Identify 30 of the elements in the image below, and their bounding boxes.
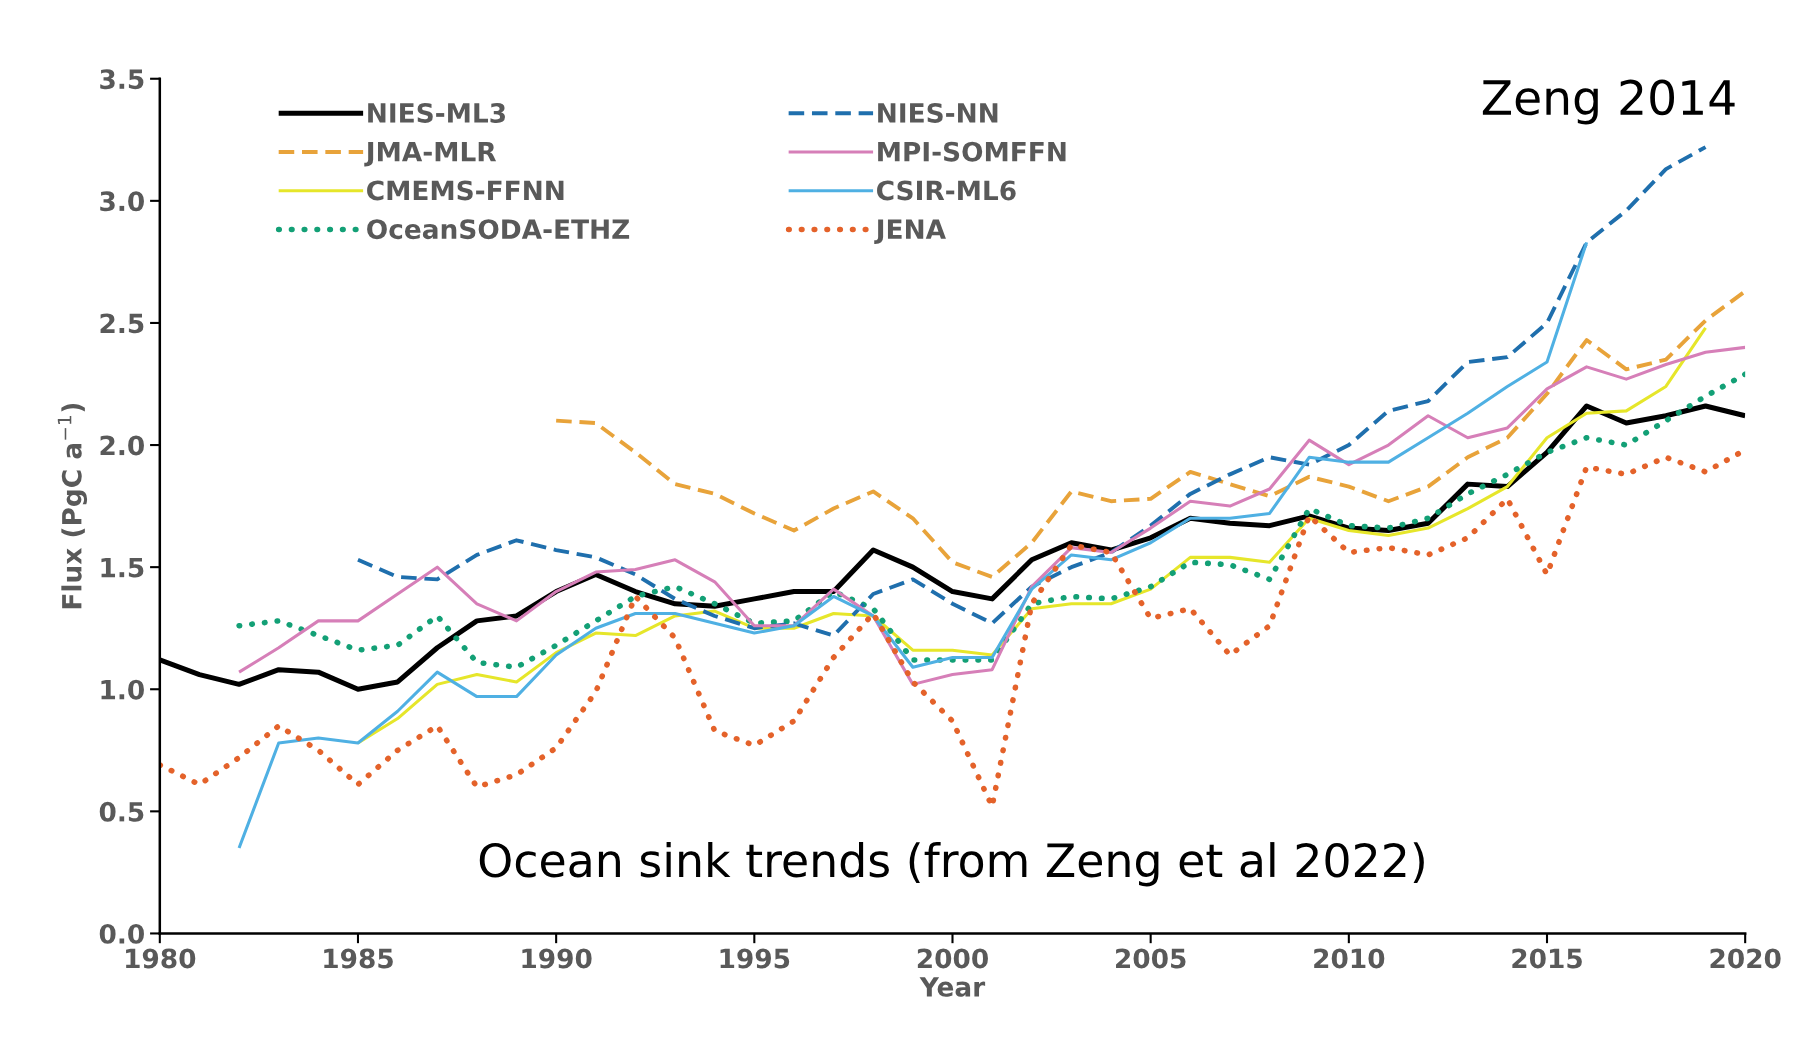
legend-label: CMEMS-FFNN [367, 180, 564, 201]
x-tick-label: 1990 [522, 948, 592, 969]
y-tick-label: 1.0 [101, 679, 144, 700]
x-tick-label: 1985 [324, 948, 393, 969]
legend-label: NIES-ML3 [368, 102, 505, 123]
x-tick-label: 2010 [1314, 948, 1385, 969]
legend-label: MPI-SOMFFN [878, 141, 1066, 162]
x-axis-title: Year [919, 977, 986, 997]
x-tick-label: 2015 [1512, 948, 1582, 969]
x-tick-label: 1980 [126, 948, 196, 969]
legend-label: OceanSODA-ETHZ [367, 219, 630, 240]
y-tick-label: 2.5 [100, 313, 144, 334]
x-tick-label: 2000 [917, 948, 988, 969]
y-tick-label: 0.0 [99, 923, 144, 944]
y-tick-label: 2.0 [100, 435, 144, 456]
x-tick-label: 1995 [720, 948, 790, 969]
annotation: Ocean sink trends (from Zeng et al 2022) [479, 842, 1424, 887]
x-tick-label: 2005 [1116, 948, 1186, 969]
y-tick-label: 0.5 [99, 801, 144, 822]
legend-label: JENA [874, 219, 946, 245]
legend-label: NIES-NN [878, 102, 998, 123]
x-tick-label: 2020 [1710, 948, 1781, 969]
legend-label: JMA-MLR [364, 142, 497, 167]
line-series [554, 289, 1746, 579]
y-tick-label: 3.0 [100, 191, 144, 212]
y-axis-title: Flux (PgC a$^{−1}$) [57, 403, 88, 609]
annotation: Zeng 2014 [1482, 79, 1735, 125]
y-tick-label: 1.5 [101, 557, 144, 578]
legend-label: CSIR-ML6 [877, 180, 1016, 201]
y-tick-label: 3.5 [100, 69, 144, 90]
